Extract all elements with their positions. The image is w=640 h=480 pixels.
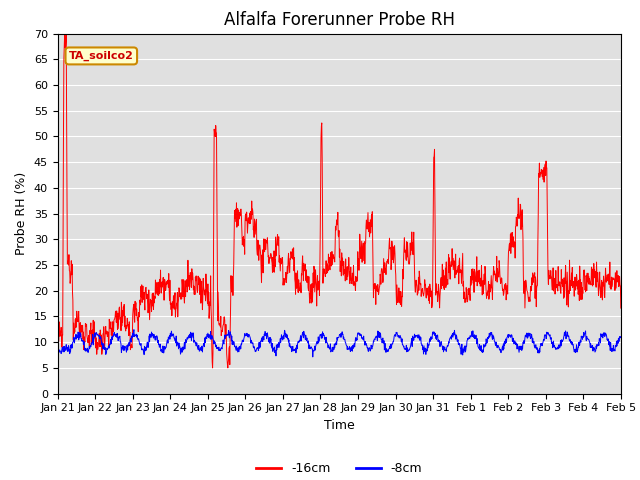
-16cm — [54, 355, 61, 360]
Line: -16cm: -16cm — [58, 34, 621, 368]
Title: Alfalfa Forerunner Probe RH: Alfalfa Forerunner Probe RH — [224, 11, 454, 29]
-16cm — [243, 209, 250, 215]
-8cm — [166, 333, 173, 338]
-16cm — [428, 288, 435, 294]
-8cm — [551, 344, 559, 349]
-16cm — [209, 365, 216, 371]
Legend: -16cm, -8cm: -16cm, -8cm — [251, 457, 428, 480]
Y-axis label: Probe RH (%): Probe RH (%) — [15, 172, 28, 255]
Line: -8cm: -8cm — [58, 330, 621, 357]
-8cm — [179, 347, 187, 353]
-8cm — [54, 347, 61, 353]
-8cm — [130, 327, 138, 333]
-8cm — [501, 338, 509, 344]
-8cm — [617, 334, 625, 339]
-8cm — [428, 336, 435, 342]
-16cm — [551, 276, 559, 281]
-8cm — [243, 330, 250, 336]
-16cm — [501, 283, 509, 289]
-8cm — [309, 354, 317, 360]
X-axis label: Time: Time — [324, 419, 355, 432]
-16cm — [617, 305, 625, 311]
-16cm — [61, 31, 68, 36]
-16cm — [166, 298, 173, 303]
Text: TA_soilco2: TA_soilco2 — [69, 51, 134, 61]
-16cm — [179, 288, 187, 293]
